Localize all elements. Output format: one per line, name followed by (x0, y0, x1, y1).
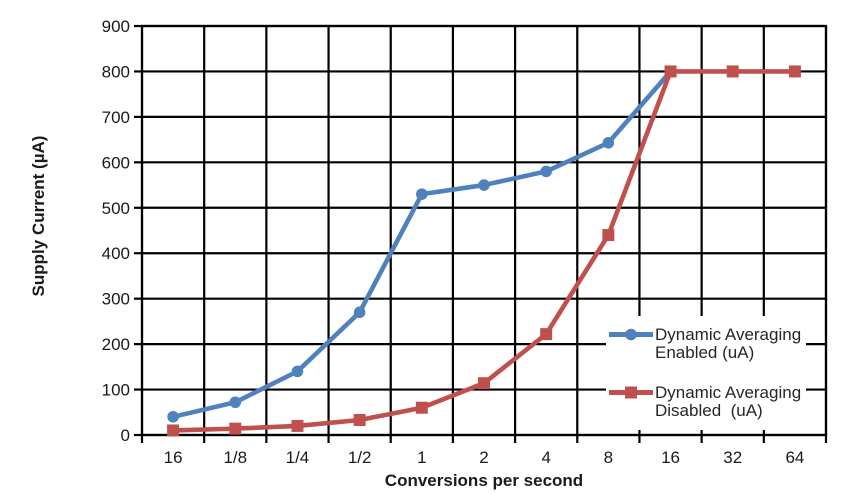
data-point-square (415, 401, 428, 414)
x-tick-label: 16 (164, 448, 183, 467)
data-point-circle (353, 306, 366, 319)
legend-entry-line: Dynamic Averaging (655, 325, 801, 344)
y-tick-label: 700 (102, 108, 130, 127)
x-tick-label: 1/4 (286, 448, 310, 467)
legend: Dynamic Averaging Enabled (uA)Dynamic Ave… (606, 316, 806, 430)
x-axis-title: Conversions per second (385, 471, 583, 490)
x-tick-label: 1 (417, 448, 426, 467)
data-point-square (726, 65, 739, 78)
y-axis-title: Supply Current (µA) (29, 136, 48, 297)
x-tick-label: 32 (723, 448, 742, 467)
y-tick-label: 0 (121, 426, 130, 445)
series-line-0 (170, 69, 673, 420)
x-tick-label: 2 (479, 448, 488, 467)
y-tick-label: 900 (102, 17, 130, 36)
data-point-circle (291, 365, 304, 378)
y-tick-label: 400 (102, 244, 130, 263)
data-point-square (353, 414, 366, 427)
x-tick-label: 4 (541, 448, 550, 467)
legend-entry-label: Dynamic Averaging Enabled (uA) (655, 325, 801, 362)
x-tick-label: 8 (604, 448, 613, 467)
data-point-circle (416, 188, 428, 200)
legend-marker-circle (625, 328, 637, 341)
data-point-circle (540, 165, 552, 178)
data-point-circle (167, 411, 179, 423)
legend-entry-line: Disabled (uA) (655, 401, 763, 420)
data-point-square (788, 65, 801, 78)
y-tick-label: 600 (102, 153, 130, 172)
data-point-circle (602, 136, 615, 149)
data-point-circle (229, 396, 242, 409)
y-tick-label: 300 (102, 290, 130, 309)
legend-entry-label: Dynamic Averaging Disabled (uA) (655, 383, 801, 420)
data-point-square (229, 422, 242, 435)
data-point-square (602, 229, 615, 242)
data-point-square (167, 424, 180, 437)
data-point-square (664, 65, 677, 78)
y-tick-label: 200 (102, 335, 130, 354)
y-tick-label: 500 (102, 199, 130, 218)
legend-entry-line: Enabled (uA) (655, 343, 754, 362)
legend-marker-square (625, 386, 637, 399)
y-tick-label: 800 (102, 62, 130, 81)
data-point-square (291, 419, 304, 432)
plot-border (140, 24, 828, 437)
x-tick-label: 1/8 (223, 448, 247, 467)
x-tick-label: 16 (661, 448, 680, 467)
x-tick-label: 64 (785, 448, 804, 467)
series-layer (167, 65, 801, 437)
x-tick-label: 1/2 (348, 448, 372, 467)
legend-entry-line: Dynamic Averaging (655, 383, 801, 402)
data-point-square (478, 377, 490, 390)
data-point-square (540, 328, 553, 341)
data-point-circle (478, 179, 490, 191)
y-tick-label: 100 (102, 381, 130, 400)
axis-tick-labels: 0 100 200 300 400 500 600 700 800 900 16 1/8 1/4 1/2 1… (102, 17, 805, 467)
